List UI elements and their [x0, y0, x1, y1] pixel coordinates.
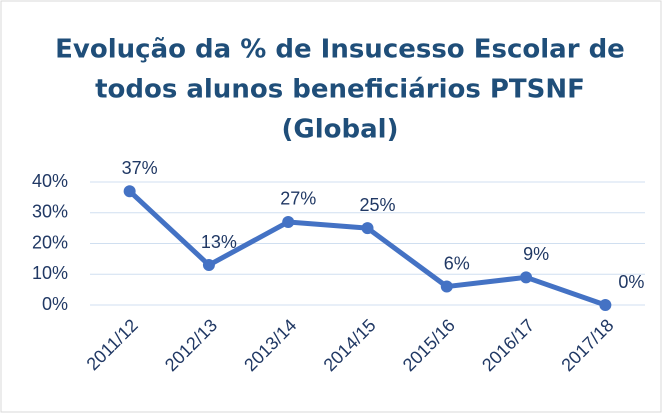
data-label: 6% [444, 253, 470, 273]
y-tick-label: 40% [32, 171, 68, 191]
data-point [599, 299, 612, 311]
y-tick-label: 30% [32, 202, 68, 222]
data-label: 13% [201, 232, 237, 252]
data-label: 0% [618, 272, 644, 292]
y-tick-label: 0% [42, 294, 68, 314]
data-label: 37% [122, 158, 158, 178]
chart-title: (Global) [282, 115, 399, 145]
data-point [440, 280, 453, 293]
y-tick-label: 10% [32, 263, 68, 283]
data-label: 9% [523, 244, 549, 264]
y-tick-label: 20% [32, 232, 68, 252]
chart-title: Evolução da % de Insucesso Escolar de [55, 35, 625, 65]
data-point [282, 215, 295, 228]
chart-title: todos alunos beneficiários PTSNF [95, 75, 585, 105]
data-point [123, 185, 136, 198]
data-point [361, 222, 374, 235]
data-point [202, 259, 215, 272]
data-label: 27% [280, 189, 316, 209]
data-label: 25% [359, 195, 395, 215]
data-point [520, 271, 533, 284]
